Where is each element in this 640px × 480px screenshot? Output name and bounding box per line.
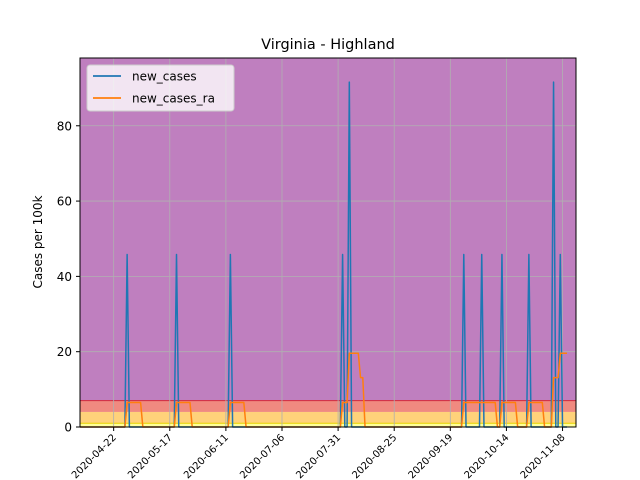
plot-frame (79, 57, 577, 428)
legend-label-new_cases: new_cases (132, 70, 197, 84)
y-tick-label-0: 0 (64, 421, 72, 435)
series-line-new_cases (80, 81, 568, 428)
plot-bands (80, 58, 576, 427)
legend: new_cases new_cases_ra (86, 64, 235, 112)
x-tick-label-6: 2020-09-19 (407, 432, 456, 480)
x-tick-label-7: 2020-10-14 (463, 432, 512, 480)
y-axis: 0 20 40 60 80 (57, 119, 80, 435)
x-tick-label-5: 2020-08-25 (350, 432, 399, 480)
y-tick-label-3: 60 (57, 195, 72, 209)
y-tick-label-1: 20 (57, 345, 72, 359)
band-2 (80, 400, 576, 412)
x-tick-label-8: 2020-11-08 (519, 432, 568, 480)
x-axis: 2020-04-22 2020-05-17 2020-06-11 2020-07-06… (70, 427, 568, 480)
x-tick-label-1: 2020-05-17 (126, 432, 175, 480)
y-tick-label-4: 80 (57, 119, 72, 133)
x-tick-label-3: 2020-07-06 (238, 432, 287, 480)
chart-title: Virginia - Highland (261, 37, 395, 53)
x-tick-label-2: 2020-06-11 (182, 432, 231, 480)
band-1 (80, 411, 576, 424)
x-tick-label-0: 2020-04-22 (70, 432, 119, 480)
x-tick-label-4: 2020-07-31 (294, 432, 343, 480)
band-0 (80, 423, 576, 427)
grid (80, 58, 576, 428)
legend-box (86, 64, 235, 112)
y-tick-label-2: 40 (57, 270, 72, 284)
legend-label-new_cases_ra: new_cases_ra (132, 92, 215, 106)
y-axis-label: Cases per 100k (31, 195, 45, 288)
band-3 (80, 58, 576, 401)
